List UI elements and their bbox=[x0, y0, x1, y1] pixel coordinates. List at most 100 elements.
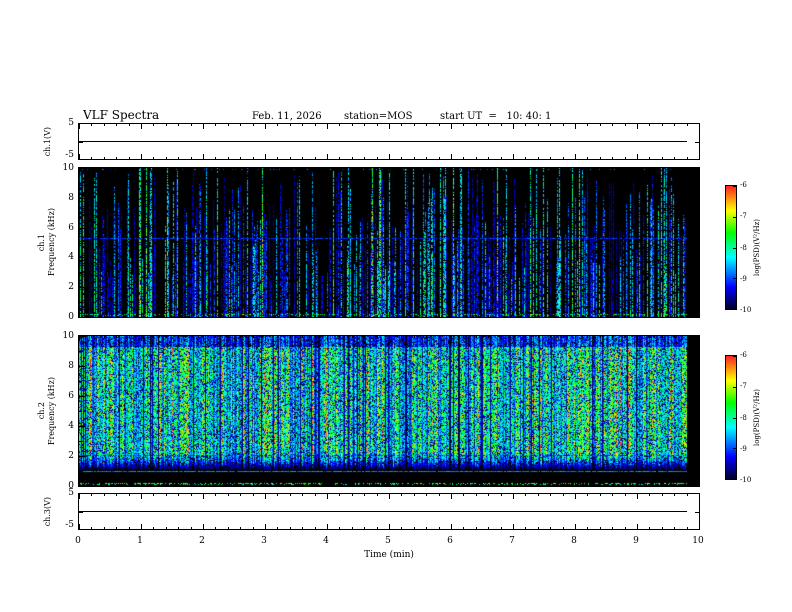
x-minor-tick bbox=[587, 484, 588, 486]
x-minor-tick bbox=[587, 157, 588, 159]
y-tick bbox=[79, 456, 85, 457]
y-tick bbox=[693, 198, 699, 199]
x-minor-tick bbox=[191, 527, 192, 529]
x-minor-tick bbox=[488, 484, 489, 486]
x-minor-tick bbox=[315, 315, 316, 317]
y-tick bbox=[79, 228, 85, 229]
x-minor-tick bbox=[315, 124, 316, 126]
x-minor-tick bbox=[352, 484, 353, 486]
x-minor-tick bbox=[153, 157, 154, 159]
x-minor-tick bbox=[166, 494, 167, 496]
x-minor-tick bbox=[104, 527, 105, 529]
x-major-tick bbox=[265, 124, 266, 129]
x-minor-tick bbox=[253, 494, 254, 496]
y-tick bbox=[79, 168, 85, 169]
x-major-tick bbox=[327, 336, 328, 341]
x-minor-tick bbox=[649, 315, 650, 317]
x-major-tick bbox=[389, 481, 390, 486]
y-tick bbox=[79, 441, 82, 442]
x-minor-tick bbox=[253, 315, 254, 317]
colorbar-tick bbox=[733, 248, 736, 249]
x-minor-tick bbox=[612, 494, 613, 496]
x-minor-tick bbox=[352, 124, 353, 126]
x-minor-tick bbox=[550, 124, 551, 126]
colorbar-tick bbox=[733, 217, 736, 218]
x-minor-tick bbox=[302, 315, 303, 317]
x-minor-tick bbox=[563, 315, 564, 317]
colorbar-tick bbox=[733, 418, 736, 419]
x-minor-tick bbox=[401, 168, 402, 170]
ch1-spectrogram-canvas bbox=[79, 168, 699, 317]
x-minor-tick bbox=[302, 484, 303, 486]
x-minor-tick bbox=[352, 494, 353, 496]
y-tick bbox=[79, 213, 82, 214]
x-minor-tick bbox=[277, 484, 278, 486]
x-minor-tick bbox=[352, 168, 353, 170]
x-major-tick bbox=[265, 154, 266, 159]
colorbar-tick bbox=[733, 387, 736, 388]
x-major-tick bbox=[699, 494, 700, 499]
x-minor-tick bbox=[215, 336, 216, 338]
x-minor-tick bbox=[649, 494, 650, 496]
x-minor-tick bbox=[277, 527, 278, 529]
x-minor-tick bbox=[463, 494, 464, 496]
x-minor-tick bbox=[687, 494, 688, 496]
x-major-tick bbox=[327, 481, 328, 486]
x-minor-tick bbox=[339, 494, 340, 496]
x-minor-tick bbox=[476, 527, 477, 529]
x-major-tick bbox=[79, 124, 80, 129]
x-minor-tick bbox=[377, 484, 378, 486]
x-minor-tick bbox=[488, 168, 489, 170]
x-minor-tick bbox=[104, 336, 105, 338]
y-tick bbox=[696, 272, 699, 273]
x-minor-tick bbox=[178, 315, 179, 317]
ch2-spectrogram-ylabel: ch.2 Frequency (kHz) bbox=[33, 335, 60, 487]
y-tick-label: 8 bbox=[68, 361, 74, 371]
y-tick bbox=[79, 471, 82, 472]
x-minor-tick bbox=[563, 494, 564, 496]
panel-ch1-voltage bbox=[78, 123, 700, 160]
x-major-tick bbox=[389, 312, 390, 317]
y-tick-label: 10 bbox=[62, 331, 74, 341]
x-major-tick bbox=[451, 336, 452, 341]
x-minor-tick bbox=[352, 336, 353, 338]
x-major-tick bbox=[699, 336, 700, 341]
x-minor-tick bbox=[587, 527, 588, 529]
x-major-tick bbox=[699, 481, 700, 486]
x-major-tick bbox=[327, 312, 328, 317]
x-minor-tick bbox=[414, 527, 415, 529]
x-minor-tick bbox=[401, 336, 402, 338]
x-minor-tick bbox=[600, 484, 601, 486]
x-minor-tick bbox=[339, 336, 340, 338]
x-minor-tick bbox=[426, 494, 427, 496]
x-minor-tick bbox=[625, 315, 626, 317]
x-minor-tick bbox=[153, 336, 154, 338]
x-minor-tick bbox=[414, 168, 415, 170]
colorbar-tick bbox=[733, 448, 736, 449]
x-minor-tick bbox=[215, 315, 216, 317]
x-minor-tick bbox=[352, 315, 353, 317]
x-minor-tick bbox=[612, 527, 613, 529]
x-minor-tick bbox=[166, 124, 167, 126]
x-major-tick bbox=[513, 124, 514, 129]
x-minor-tick bbox=[439, 336, 440, 338]
x-minor-tick bbox=[426, 168, 427, 170]
x-minor-tick bbox=[625, 494, 626, 496]
x-minor-tick bbox=[612, 315, 613, 317]
x-minor-tick bbox=[439, 124, 440, 126]
x-minor-tick bbox=[129, 494, 130, 496]
x-minor-tick bbox=[525, 168, 526, 170]
x-major-tick bbox=[637, 168, 638, 173]
x-major-tick bbox=[575, 524, 576, 529]
x-minor-tick bbox=[302, 494, 303, 496]
y-tick bbox=[693, 287, 699, 288]
y-tick-label: 0 bbox=[68, 481, 74, 491]
station-label: station=MOS bbox=[344, 111, 413, 122]
x-major-tick bbox=[575, 124, 576, 129]
x-minor-tick bbox=[674, 484, 675, 486]
x-minor-tick bbox=[315, 157, 316, 159]
y-tick bbox=[693, 366, 699, 367]
x-major-tick bbox=[575, 312, 576, 317]
x-minor-tick bbox=[377, 168, 378, 170]
